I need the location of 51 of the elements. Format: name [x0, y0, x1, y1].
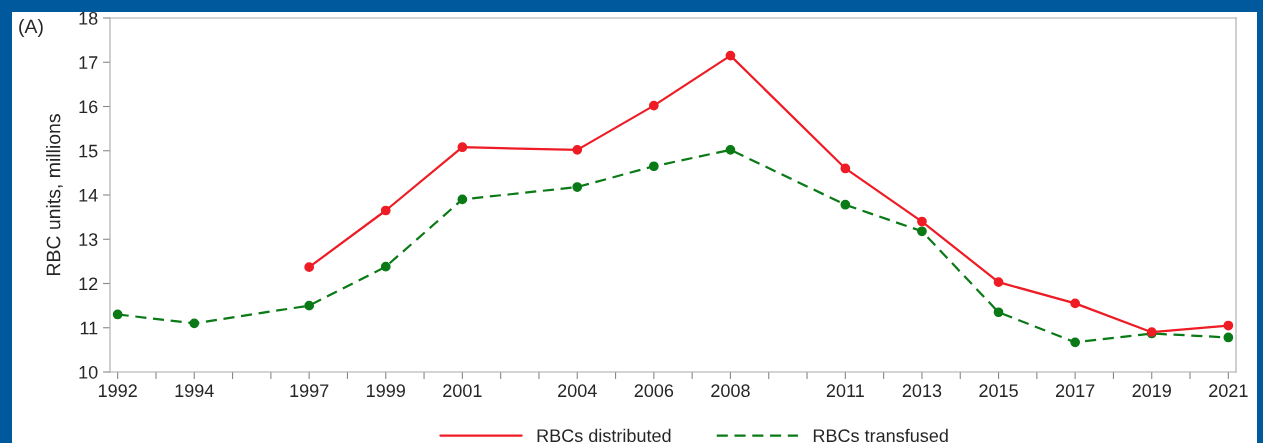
point [648, 161, 659, 172]
y-tick-label: 10 [79, 365, 98, 379]
x-tick-label: 1994 [175, 384, 214, 398]
legend-label: RBCs distributed [537, 428, 671, 443]
x-tick-label: 2013 [902, 384, 942, 398]
point [1070, 298, 1081, 309]
point [917, 216, 927, 227]
y-tick-label: 14 [79, 189, 98, 202]
x-tick-label: 2008 [711, 384, 750, 398]
point [457, 194, 468, 205]
point [917, 226, 927, 237]
point [840, 199, 851, 210]
point [725, 145, 736, 155]
y-tick-label: 17 [79, 56, 98, 69]
point [725, 50, 736, 61]
point [457, 142, 468, 153]
y-tick-label: 11 [80, 321, 98, 335]
x-tick-label: 2001 [443, 384, 482, 398]
x-tick-label: 2004 [558, 384, 597, 398]
point [189, 318, 200, 329]
y-tick-label: 12 [79, 277, 98, 291]
point [572, 182, 583, 192]
x-tick-label: 1999 [367, 384, 405, 398]
y-tick-label: 16 [79, 100, 98, 114]
x-tick-label: 2021 [1209, 384, 1248, 398]
point [993, 307, 1004, 318]
point [993, 277, 1004, 288]
point [840, 163, 851, 174]
point [112, 309, 123, 320]
point [380, 261, 391, 272]
point [380, 205, 391, 216]
point [304, 262, 315, 272]
point [572, 145, 583, 155]
y-tick-label: 13 [79, 233, 98, 246]
x-tick-label: 1997 [290, 384, 329, 398]
x-tick-label: 2006 [634, 384, 674, 398]
y-axis-title: RBC units, millions [46, 114, 63, 275]
point [1223, 332, 1234, 343]
x-tick-label: 2015 [979, 384, 1018, 398]
x-tick-label: 2011 [826, 384, 864, 398]
x-tick-label: 2017 [1055, 384, 1095, 398]
point [1070, 337, 1081, 348]
x-tick-label: 1992 [98, 384, 137, 398]
y-tick-label: 18 [79, 11, 98, 25]
point [1223, 320, 1234, 331]
y-tick-label: 15 [79, 144, 98, 158]
point [304, 300, 315, 311]
legend-label: RBCs transfused [813, 428, 948, 443]
x-tick-label: 2019 [1132, 384, 1171, 398]
point [648, 100, 659, 111]
text: (A) [19, 18, 43, 38]
